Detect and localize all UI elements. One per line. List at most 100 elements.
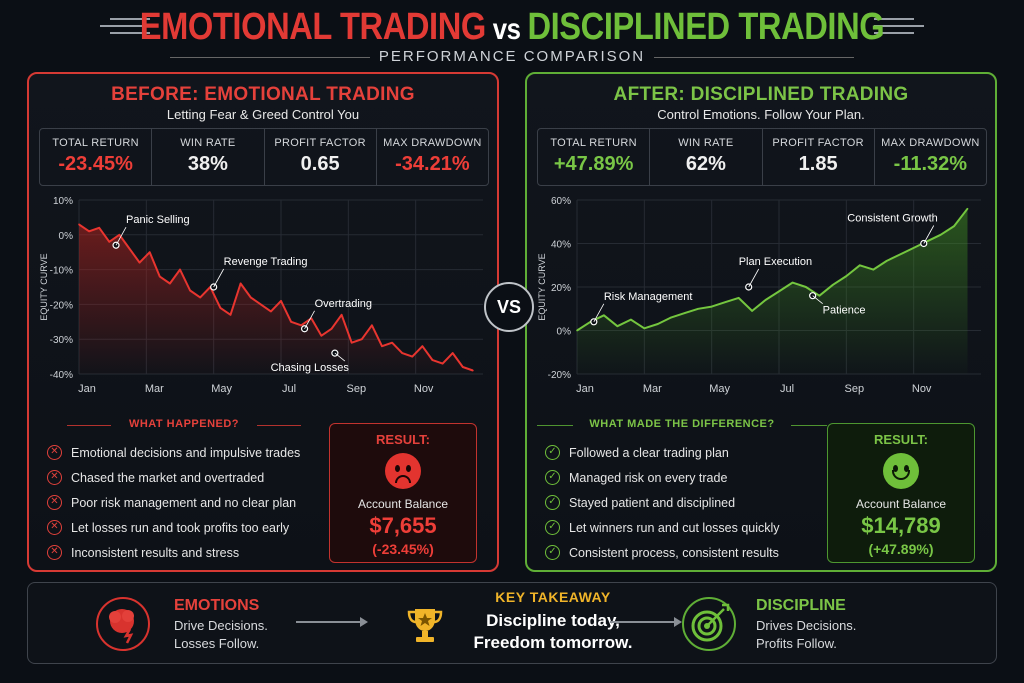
list-item-text: Let winners run and cut losses quickly xyxy=(569,520,780,535)
stat-value: +47.89% xyxy=(553,153,634,175)
emotions-line-2: Losses Follow. xyxy=(174,636,260,651)
x-tick-label: Sep xyxy=(347,383,367,395)
divider xyxy=(67,425,111,426)
data-point xyxy=(953,225,955,227)
stat-label: PROFIT FACTOR xyxy=(772,137,864,149)
decor-line xyxy=(874,32,914,34)
title-emotional: EMOTIONAL TRADING xyxy=(139,6,487,48)
y-tick-label: 0% xyxy=(557,327,572,338)
stat-label: MAX DRAWDOWN xyxy=(383,137,482,149)
data-point xyxy=(148,251,151,253)
result-percent: (+47.89%) xyxy=(868,541,934,557)
data-point xyxy=(899,253,901,256)
list-item: ✕ Emotional decisions and impulsive trade… xyxy=(47,440,327,465)
data-point xyxy=(643,327,646,330)
annotation-leader xyxy=(593,303,605,322)
x-tick-label: Nov xyxy=(912,383,932,395)
data-point xyxy=(280,300,282,302)
data-point xyxy=(270,310,272,313)
x-tick-label: Jan xyxy=(78,383,96,395)
data-point xyxy=(710,305,713,308)
data-point xyxy=(751,310,753,312)
series-line xyxy=(78,223,474,372)
section-title: WHAT HAPPENED? xyxy=(49,418,319,430)
data-point xyxy=(381,345,383,347)
data-point xyxy=(179,268,181,271)
data-point xyxy=(340,314,343,316)
result-percent: (-23.45%) xyxy=(372,541,434,557)
data-point xyxy=(239,282,242,285)
y-tick-label: -20% xyxy=(50,300,73,311)
equity-chart-after: 60% 40% 20% 0% -20% Jan Mar May Jul Sep Nov EQUITY … xyxy=(537,196,981,395)
emotions-line-1: Drive Decisions. xyxy=(174,618,268,633)
check-circle-icon: ✓ xyxy=(545,445,560,460)
emotions-title: EMOTIONS xyxy=(174,597,260,614)
data-point xyxy=(108,240,111,243)
data-point xyxy=(859,264,861,267)
list-item-text: Chased the market and overtraded xyxy=(71,470,265,485)
data-point xyxy=(118,234,121,236)
annotation-leader xyxy=(304,310,315,329)
stat-value: 0.65 xyxy=(300,153,340,175)
annotation-marker xyxy=(112,241,120,249)
data-point xyxy=(300,324,303,327)
panel-title: BEFORE: EMOTIONAL TRADING xyxy=(111,84,415,105)
x-tick-label: Mar xyxy=(145,383,164,395)
stat-label: TOTAL RETURN xyxy=(52,137,139,149)
data-point xyxy=(401,352,404,354)
trophy-icon xyxy=(406,605,444,650)
divider xyxy=(537,425,573,426)
data-point xyxy=(159,275,161,278)
data-point xyxy=(683,312,686,314)
annotation-leader xyxy=(812,295,823,305)
x-tick-label: Nov xyxy=(414,383,434,395)
data-point xyxy=(697,307,699,310)
account-balance: $14,789 xyxy=(861,513,941,538)
data-point xyxy=(885,260,888,262)
panel-subtitle: Letting Fear & Greed Control You xyxy=(166,107,360,122)
stat-label: WIN RATE xyxy=(678,137,734,149)
stat-value: 38% xyxy=(187,153,228,175)
stat-max-drawdown: MAX DRAWDOWN -11.32% xyxy=(875,129,986,185)
y-tick-label: -30% xyxy=(50,335,73,346)
account-balance: $7,655 xyxy=(369,513,437,538)
data-point xyxy=(260,303,262,306)
stat-max-drawdown: MAX DRAWDOWN -34.21% xyxy=(377,129,488,185)
data-point xyxy=(472,369,474,372)
list-item: ✕ Poor risk management and no clear plan xyxy=(47,490,327,515)
data-point xyxy=(966,207,969,210)
data-point xyxy=(138,261,141,264)
list-item: ✓ Managed risk on every trade xyxy=(545,465,825,490)
list-item: ✓ Followed a clear trading plan xyxy=(545,440,825,465)
arrow-right-icon xyxy=(610,617,682,627)
data-point xyxy=(219,307,222,309)
x-circle-icon: ✕ xyxy=(47,445,62,460)
discipline-line-1: Drives Decisions. xyxy=(756,618,857,633)
data-point xyxy=(818,294,821,297)
result-title: RESULT: xyxy=(874,432,928,447)
data-point xyxy=(724,301,726,304)
result-card: RESULT: Account Balance $14,789 (+47.89%… xyxy=(827,423,975,563)
stat-profit-factor: PROFIT FACTOR 0.65 xyxy=(265,129,377,185)
data-point xyxy=(330,327,333,330)
data-point xyxy=(737,297,740,299)
data-point xyxy=(169,282,171,285)
data-point xyxy=(78,223,80,226)
main-title: EMOTIONAL TRADING vs DISCIPLINED TRADING xyxy=(72,6,953,49)
key-takeaway-title: KEY TAKEAWAY xyxy=(495,589,611,605)
y-tick-label: -20% xyxy=(548,370,571,381)
section-title-text: WHAT HAPPENED? xyxy=(128,418,240,430)
data-point xyxy=(128,247,131,250)
list-item: ✕ Inconsistent results and stress xyxy=(47,540,327,565)
list-item: ✓ Stayed patient and disciplined xyxy=(545,490,825,515)
x-circle-icon: ✕ xyxy=(47,495,62,510)
data-point xyxy=(805,286,807,288)
x-circle-icon: ✕ xyxy=(47,520,62,535)
data-point xyxy=(249,296,252,299)
check-circle-icon: ✓ xyxy=(545,520,560,535)
stat-win-rate: WIN RATE 62% xyxy=(650,129,763,185)
header: EMOTIONAL TRADING vs DISCIPLINED TRADING P… xyxy=(0,0,1024,70)
result-title: RESULT: xyxy=(376,432,430,447)
discipline-line-2: Profits Follow. xyxy=(756,636,837,651)
annotation-label: Plan Execution xyxy=(739,256,812,268)
